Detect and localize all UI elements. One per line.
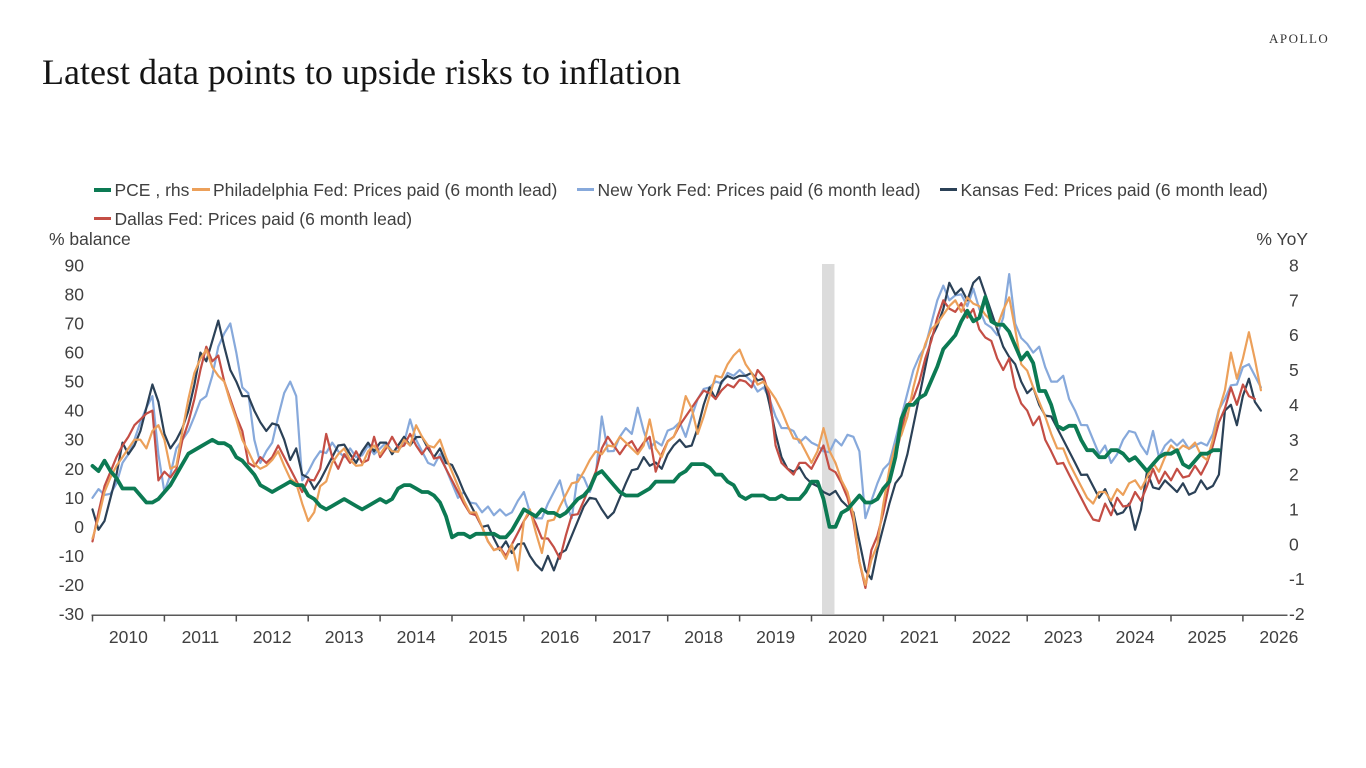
svg-text:-2: -2 xyxy=(1289,604,1305,624)
svg-text:2011: 2011 xyxy=(182,627,220,647)
svg-text:0: 0 xyxy=(1289,534,1299,554)
svg-text:2010: 2010 xyxy=(109,627,148,647)
svg-text:10: 10 xyxy=(65,488,85,508)
svg-text:2016: 2016 xyxy=(540,627,579,647)
svg-text:1: 1 xyxy=(1289,500,1299,520)
svg-text:2020: 2020 xyxy=(828,627,867,647)
svg-text:60: 60 xyxy=(65,343,85,363)
svg-text:7: 7 xyxy=(1289,290,1299,310)
svg-text:80: 80 xyxy=(65,284,85,304)
svg-text:% balance: % balance xyxy=(49,229,131,249)
svg-text:-30: -30 xyxy=(59,604,85,624)
svg-text:2026: 2026 xyxy=(1259,627,1298,647)
svg-text:2021: 2021 xyxy=(900,627,939,647)
svg-text:2: 2 xyxy=(1289,465,1299,485)
svg-text:2023: 2023 xyxy=(1044,627,1083,647)
svg-text:2012: 2012 xyxy=(253,627,292,647)
svg-text:20: 20 xyxy=(65,459,85,479)
svg-text:2022: 2022 xyxy=(972,627,1011,647)
svg-text:6: 6 xyxy=(1289,325,1299,345)
svg-text:30: 30 xyxy=(65,430,85,450)
svg-text:-1: -1 xyxy=(1289,569,1305,589)
svg-text:-20: -20 xyxy=(59,575,85,595)
svg-text:3: 3 xyxy=(1289,430,1299,450)
svg-text:40: 40 xyxy=(65,401,85,421)
svg-text:2013: 2013 xyxy=(325,627,364,647)
svg-text:2017: 2017 xyxy=(612,627,651,647)
svg-text:2015: 2015 xyxy=(469,627,508,647)
svg-text:% YoY: % YoY xyxy=(1256,229,1308,249)
svg-text:2018: 2018 xyxy=(684,627,723,647)
svg-text:50: 50 xyxy=(65,372,85,392)
svg-text:2014: 2014 xyxy=(397,627,436,647)
svg-text:2024: 2024 xyxy=(1116,627,1155,647)
svg-text:2025: 2025 xyxy=(1188,627,1227,647)
svg-text:70: 70 xyxy=(65,314,85,334)
svg-text:8: 8 xyxy=(1289,256,1299,276)
svg-text:0: 0 xyxy=(74,517,84,537)
svg-text:-10: -10 xyxy=(59,546,85,566)
svg-text:90: 90 xyxy=(65,255,85,275)
svg-text:2019: 2019 xyxy=(756,627,795,647)
svg-text:4: 4 xyxy=(1289,395,1299,415)
svg-text:5: 5 xyxy=(1289,360,1299,380)
